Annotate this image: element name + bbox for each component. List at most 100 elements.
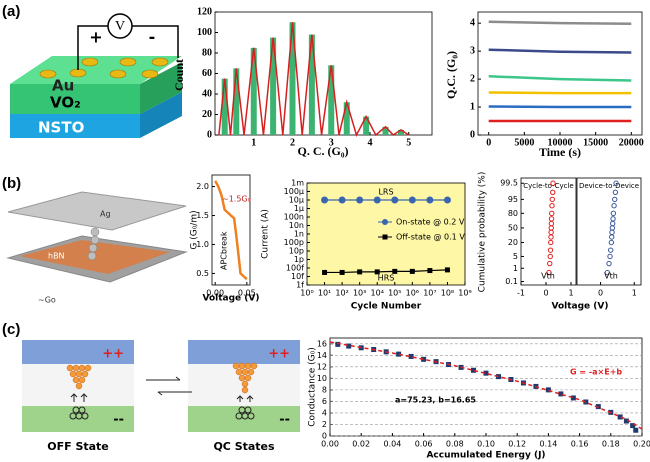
x-tick-label: 10⁷: [423, 289, 436, 298]
data-point: [374, 269, 380, 275]
x-tick-label: 0.05: [238, 289, 256, 298]
data-point: [321, 196, 329, 204]
data-point: [546, 269, 552, 276]
y-tick-label: 10: [317, 374, 327, 383]
x-tick-label: 10⁵: [388, 289, 401, 298]
y-tick-label: 1μ: [294, 204, 304, 213]
y-tick-label: 80: [508, 209, 518, 218]
y-tick-label: 5: [513, 252, 518, 261]
data-point: [613, 180, 619, 186]
panel-label: (b): [2, 175, 21, 192]
data-point: [391, 196, 399, 204]
data-point: [606, 260, 612, 267]
x-tick-label: 0.10: [477, 440, 495, 449]
x-axis-label: Voltage (V): [203, 294, 260, 304]
data-line: [488, 75, 632, 82]
bar: [363, 116, 370, 135]
y-axis-label: Conductance (G₀): [308, 347, 318, 427]
x-tick-label: 1: [568, 289, 573, 298]
y-tick-label: 0: [207, 129, 212, 140]
positive-electrode: ++: [102, 347, 124, 362]
positive-electrode: ++: [268, 347, 290, 362]
plot-area: [576, 177, 642, 286]
data-point: [356, 196, 364, 204]
y-tick-label: 1m: [291, 179, 304, 188]
y-axis-label: Current (A): [261, 209, 271, 259]
data-point: [595, 404, 601, 410]
y-tick-label: 10f: [291, 272, 304, 281]
data-line: [488, 48, 632, 54]
negative-electrode: --: [113, 413, 124, 428]
y-tick-label: 2: [470, 73, 475, 84]
y-axis-label: G (G₀/m): [190, 210, 200, 249]
annotation: Vth: [604, 272, 618, 281]
subplot-title: Device-to-Device: [579, 182, 639, 190]
x-tick-label: 5000: [514, 137, 534, 148]
legend-label: On-state @ 0.2 V: [396, 218, 465, 227]
x-tick-label: 10¹: [318, 289, 331, 298]
data-point: [604, 269, 611, 276]
x-tick-label: 10³: [353, 289, 366, 298]
bar: [382, 126, 389, 135]
x-axis-label: Q. C. (G₀): [298, 144, 349, 158]
annotation: ~1.5G₀: [222, 195, 251, 204]
y-tick-label: 1.5: [196, 211, 209, 220]
data-point: [495, 374, 501, 380]
bar: [398, 129, 404, 135]
x-axis-label: Time (s): [539, 145, 581, 159]
y-tick-label: 100n: [284, 213, 304, 222]
x-tick-label: 0.06: [415, 440, 433, 449]
x-tick-label: 3: [329, 137, 334, 148]
data-point: [611, 202, 617, 209]
plus-sign: +: [89, 28, 102, 47]
data-point: [549, 202, 555, 209]
x-tick-label: 10⁰: [300, 289, 313, 298]
data-point: [609, 229, 615, 236]
x-axis-label: Cycle Number: [351, 302, 422, 312]
data-line: [488, 20, 632, 25]
annotation: APCbreak: [220, 231, 229, 270]
data-point: [426, 196, 434, 204]
minus-sign: -: [149, 28, 156, 47]
data-line: [214, 180, 248, 281]
data-point: [444, 267, 450, 273]
y-tick-label: 1: [470, 101, 475, 112]
x-tick-label: 10000: [548, 137, 573, 148]
y-tick-label: 10μ: [289, 196, 304, 205]
data-point: [338, 196, 346, 204]
bar: [328, 65, 335, 135]
data-point: [339, 269, 345, 275]
x-tick-label: 0.02: [352, 440, 370, 449]
y-tick-label: 4: [322, 408, 327, 417]
data-line: [324, 269, 448, 274]
data-point: [396, 351, 402, 357]
data-point: [549, 196, 555, 203]
y-axis-label: Q.C. (G₀): [444, 51, 458, 99]
data-point: [548, 216, 555, 222]
y-tick-label: 16: [317, 339, 327, 348]
film-label: VO₂: [50, 94, 81, 112]
y-tick-label: 14: [317, 351, 327, 360]
annotation: HRS: [378, 274, 395, 283]
middle-layer-label: hBN: [48, 252, 65, 261]
data-point: [633, 427, 639, 433]
plot-area: [477, 11, 643, 136]
data-line: [488, 91, 632, 95]
state-label: OFF State: [47, 440, 109, 453]
y-tick-label: 10p: [289, 247, 304, 256]
plot-area: [520, 177, 577, 286]
y-tick-label: 3: [470, 45, 475, 56]
subplot-title: Cycle-to-Cycle: [523, 182, 573, 190]
data-point: [346, 343, 352, 349]
state-label: QC States: [213, 440, 275, 453]
x-tick-label: 1: [632, 289, 637, 298]
plot-area: [329, 337, 643, 437]
x-tick-label: 5: [406, 137, 411, 148]
x-tick-label: 0.00: [321, 440, 339, 449]
data-line: [488, 105, 632, 109]
data-point: [547, 253, 553, 260]
panel-label: (a): [2, 3, 20, 20]
data-point: [550, 189, 556, 195]
data-point: [610, 216, 616, 222]
